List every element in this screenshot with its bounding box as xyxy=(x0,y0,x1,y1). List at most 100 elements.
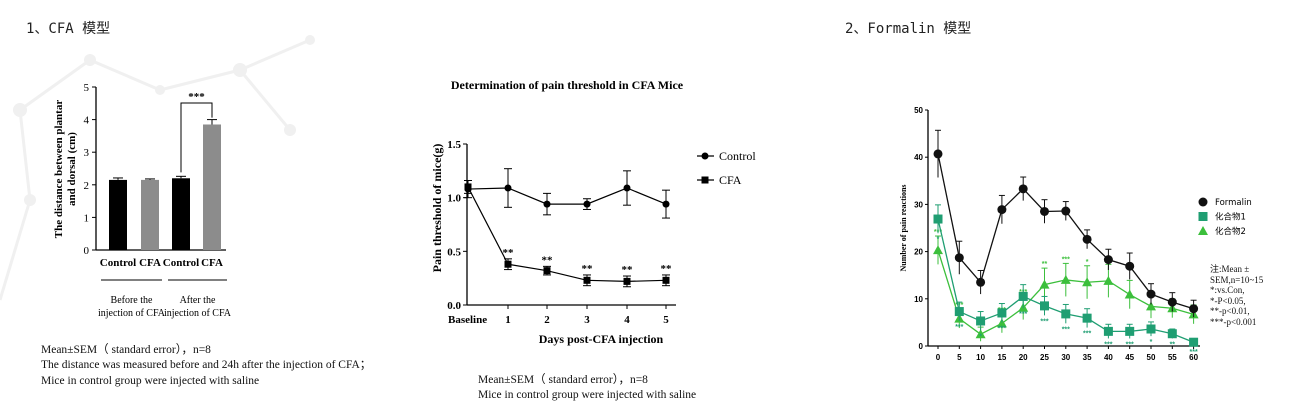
bar xyxy=(109,179,127,250)
data-point xyxy=(543,267,551,275)
significance-label: ** xyxy=(1042,261,1048,268)
chart3-note-2: SEM,n=10~15 xyxy=(1210,274,1264,285)
y-tick-label: 1 xyxy=(84,212,90,224)
data-point xyxy=(662,200,670,208)
significance-label: * xyxy=(937,236,940,243)
legend-marker xyxy=(701,176,709,184)
significance-label: ** xyxy=(542,254,554,266)
x-tick-label: 15 xyxy=(997,353,1006,362)
significance-label: ** xyxy=(582,263,594,275)
category-label: Control xyxy=(163,257,199,269)
x-axis-label: Days post-CFA injection xyxy=(539,332,664,346)
legend-label: Formalin xyxy=(1215,198,1252,208)
data-point xyxy=(996,318,1007,328)
x-tick-label: 35 xyxy=(1083,353,1092,362)
data-point xyxy=(1082,313,1092,323)
y-axis-label-line2: and dorsal (cm) xyxy=(66,132,78,206)
data-point xyxy=(1167,329,1177,339)
data-point xyxy=(1039,279,1050,289)
x-tick-label: 60 xyxy=(1189,353,1198,362)
x-tick-label: 10 xyxy=(976,353,985,362)
data-point xyxy=(583,200,591,208)
significance-label: *** xyxy=(1126,341,1134,348)
significance-label: *** xyxy=(1104,341,1112,348)
data-point xyxy=(1125,326,1135,336)
y-tick-label: 0.5 xyxy=(447,246,461,258)
data-point xyxy=(997,308,1007,318)
data-point xyxy=(583,276,591,284)
group-label-line2: injection of CFA xyxy=(164,308,232,319)
x-tick-label: 25 xyxy=(1040,353,1049,362)
y-tick-label: 0.0 xyxy=(447,300,461,312)
significance-label: * xyxy=(1150,339,1153,346)
significance-label: *** xyxy=(1019,311,1027,318)
chart1-note-1: Mean±SEM（ standard error），n=8 xyxy=(41,344,211,356)
data-point xyxy=(1189,304,1199,314)
data-point xyxy=(997,205,1007,215)
data-point xyxy=(662,276,670,284)
section-title-cfa: 1、CFA 模型 xyxy=(26,21,111,37)
data-point xyxy=(504,260,512,268)
x-tick-label: 3 xyxy=(584,314,590,326)
data-point xyxy=(1082,234,1092,244)
y-axis-label-line1: The distance between plantar xyxy=(53,100,65,239)
x-tick-label: 0 xyxy=(936,353,941,362)
data-point xyxy=(954,307,964,317)
y-tick-label: 3 xyxy=(84,147,90,159)
data-point xyxy=(1061,309,1071,319)
data-point xyxy=(1018,291,1028,301)
y-axis-label: Number of pain reactions xyxy=(899,184,908,271)
chart3-note-5: **-p<0.01, xyxy=(1210,306,1250,316)
data-point xyxy=(954,253,964,263)
chart2-note-1: Mean±SEM（ standard error），n=8 xyxy=(478,374,648,386)
chart1-note-2: The distance was measured before and 24h… xyxy=(41,359,372,371)
x-tick-label: 4 xyxy=(624,314,630,326)
category-label: CFA xyxy=(139,257,161,269)
legend-label: Control xyxy=(719,149,756,163)
significance-label: *** xyxy=(955,324,963,331)
legend-label: 化合物1 xyxy=(1215,212,1246,223)
y-tick-label: 0 xyxy=(84,245,90,257)
y-tick-label: 1.5 xyxy=(447,139,461,151)
bar xyxy=(172,178,190,250)
x-tick-label: 5 xyxy=(957,353,962,362)
series-line-1 xyxy=(467,186,667,282)
data-point xyxy=(1018,184,1028,194)
data-point xyxy=(933,149,943,159)
legend-marker xyxy=(1198,212,1208,221)
x-tick-label: 1 xyxy=(505,314,511,326)
data-point xyxy=(543,200,551,208)
y-tick-label: 50 xyxy=(914,106,923,115)
significance-label: ** xyxy=(622,264,634,276)
section-title-formalin: 2、Formalin 模型 xyxy=(845,21,972,37)
legend-label: 化合物2 xyxy=(1215,226,1246,237)
legend-marker xyxy=(1198,226,1208,235)
category-label: CFA xyxy=(201,257,223,269)
significance-label: ** xyxy=(1170,341,1176,348)
legend-marker xyxy=(701,152,709,160)
data-point xyxy=(1146,324,1156,334)
significance-label: * xyxy=(1086,259,1089,266)
y-tick-label: 4 xyxy=(84,115,90,127)
data-point xyxy=(1103,275,1114,285)
x-tick-label: 30 xyxy=(1061,353,1070,362)
group-label-line1: After the xyxy=(180,295,216,306)
x-tick-label: 45 xyxy=(1125,353,1134,362)
y-tick-label: 30 xyxy=(914,200,923,209)
bar xyxy=(203,124,221,250)
data-point xyxy=(976,277,986,287)
y-tick-label: 10 xyxy=(914,295,923,304)
data-point xyxy=(1082,277,1093,287)
chart3-note-4: *-P<0.05, xyxy=(1210,295,1246,306)
significance-label: *** xyxy=(998,325,1006,332)
x-tick-label: 2 xyxy=(544,314,550,326)
group-label-line2: injection of CFA xyxy=(98,308,166,319)
significance-label: * xyxy=(979,333,982,340)
significance-label: *** xyxy=(1062,256,1070,263)
data-point xyxy=(1146,289,1156,299)
y-axis-label: Pain threshold of mice(g) xyxy=(430,144,444,273)
data-point xyxy=(1103,326,1113,336)
significance-label: ** xyxy=(503,247,515,259)
